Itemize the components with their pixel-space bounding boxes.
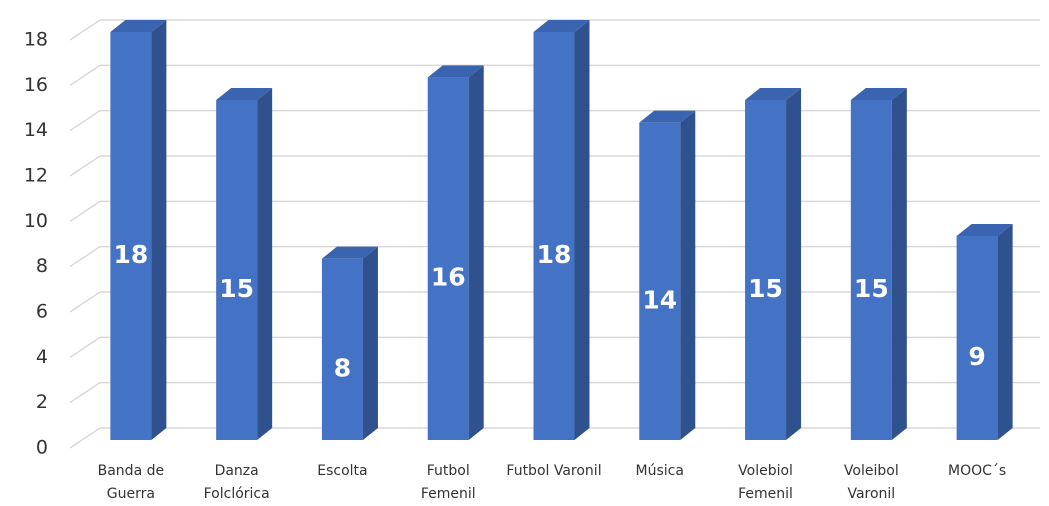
bar-top [533,20,590,32]
grid-line [69,291,1040,313]
x-tick-label: Banda de Guerra [97,463,165,502]
y-tick-label: 8 [36,255,48,277]
y-tick-label: 0 [36,437,48,459]
grid-line [69,19,1040,41]
grid-line [69,200,1040,222]
bar [956,236,998,440]
grid-line [69,64,1040,86]
bar [427,77,469,440]
bar-top [850,88,907,100]
value-label: 18 [537,240,572,269]
bar [745,100,787,440]
grid-line [69,381,1040,404]
x-tick-label: Volebiol Femenil [738,463,793,502]
bar [321,258,363,440]
bar-top [745,88,802,100]
x-tick-label: Danza Folclórica [203,463,270,502]
y-tick-label: 4 [36,346,48,368]
x-tick-label: Música [635,463,684,479]
bar-side [257,88,273,440]
y-tick-label: 2 [36,391,48,413]
value-label: 15 [748,274,783,303]
bar [533,32,575,440]
bar-side [574,20,590,440]
value-label: 18 [113,240,148,269]
grid-line [69,109,1040,132]
x-tick-label: Voleibol Varonil [843,463,899,502]
grid-line [69,336,1040,358]
bar-top [956,224,1013,236]
y-tick-label: 14 [24,119,48,141]
y-tick-label: 16 [24,74,48,96]
x-tick-label: MOOC´s [948,463,1007,479]
x-tick-label: Escolta [317,463,368,479]
value-label: 14 [642,285,677,314]
bar-side [362,246,378,440]
grid-line [69,155,1040,177]
value-label: 9 [968,342,985,371]
y-tick-label: 12 [24,165,48,187]
value-label: 8 [334,353,351,382]
bar-side [997,224,1013,440]
grid-line [69,427,1040,449]
value-label: 16 [431,263,466,292]
grid-line [69,245,1040,268]
bar-side [786,88,802,440]
bar-top [110,20,167,32]
value-label: 15 [219,274,254,303]
bar-side [680,110,696,441]
x-tick-label: Futbol Varonil [506,463,602,479]
bar [639,122,681,441]
bar-top [216,88,273,100]
y-tick-label: 18 [24,29,48,51]
bar-side [891,88,907,440]
bar [110,32,152,440]
bar [850,100,892,440]
bar-side [151,20,167,440]
bar-side [468,65,484,440]
bar-top [639,110,696,123]
y-tick-label: 6 [36,301,48,323]
x-tick-label: Futbol Femenil [420,463,476,502]
y-tick-label: 10 [24,210,48,232]
bar-top [321,246,378,259]
value-label: 15 [854,274,889,303]
bar-top [427,65,484,78]
bar [216,100,258,440]
